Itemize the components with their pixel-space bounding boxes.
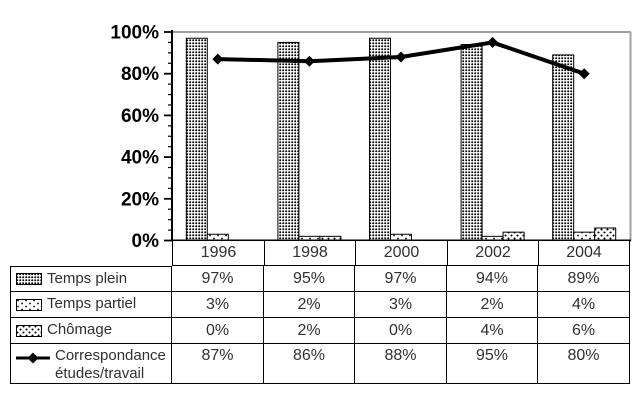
value-cell: 2% xyxy=(264,318,355,344)
year-header-2000: 2000 xyxy=(355,241,447,266)
value-cell: 88% xyxy=(355,344,447,384)
value-cell: 0% xyxy=(355,318,447,344)
bars-layer xyxy=(185,37,617,242)
value-cell: 4% xyxy=(538,292,630,318)
dense-dots-swatch xyxy=(16,273,42,285)
diamond-marker xyxy=(212,53,224,65)
line-diamond-icon xyxy=(16,352,50,364)
line-series-layer xyxy=(212,36,590,80)
legend-item-correspondance: Correspondance études/travail xyxy=(10,344,172,384)
diamond-marker xyxy=(395,51,407,63)
value-cell: 95% xyxy=(264,266,355,292)
legend-item-temps-partiel: Temps partiel xyxy=(10,292,172,318)
bar xyxy=(277,41,300,241)
diamond-marker xyxy=(487,36,499,48)
value-cell: 86% xyxy=(264,344,355,384)
y-tick-label: 40% xyxy=(121,148,159,169)
y-tick-label: 0% xyxy=(132,231,160,252)
y-tick-label: 20% xyxy=(121,189,159,210)
value-cell: 3% xyxy=(355,292,447,318)
legend-label: Temps plein xyxy=(47,269,128,287)
value-cell: 0% xyxy=(172,318,264,344)
value-cell: 97% xyxy=(355,266,447,292)
bar xyxy=(460,44,483,242)
legend-label: Correspondance études/travail xyxy=(55,347,166,383)
year-header-1996: 1996 xyxy=(172,241,264,266)
bar xyxy=(502,231,525,242)
chart-data-table: 1996 1998 2000 2002 2004 Temps plein 97%… xyxy=(10,241,630,384)
year-header-2004: 2004 xyxy=(538,241,630,266)
y-tick-label: 100% xyxy=(110,23,159,44)
legend-item-chomage: Chômage xyxy=(10,318,172,344)
value-cell: 95% xyxy=(447,344,538,384)
bar xyxy=(185,37,208,241)
value-cell: 4% xyxy=(447,318,538,344)
year-header-2002: 2002 xyxy=(447,241,538,266)
year-header-1998: 1998 xyxy=(264,241,355,266)
diamond-marker xyxy=(303,55,315,67)
bar xyxy=(594,227,617,242)
legend-label: Chômage xyxy=(47,321,113,339)
value-cell: 97% xyxy=(172,266,264,292)
value-cell: 94% xyxy=(447,266,538,292)
legend-item-temps-plein: Temps plein xyxy=(10,266,172,292)
bar xyxy=(552,54,575,242)
value-cell: 89% xyxy=(538,266,630,292)
bar xyxy=(573,231,596,242)
plot-border xyxy=(172,31,632,241)
y-tick-label: 60% xyxy=(121,106,159,127)
value-cell: 2% xyxy=(447,292,538,318)
axis-layer: 0% 20% 40% 60% 80% 100% xyxy=(110,23,631,252)
diamond-marker xyxy=(578,68,590,80)
value-cell: 6% xyxy=(538,318,630,344)
table-corner-blank xyxy=(10,241,172,266)
bar xyxy=(369,37,391,241)
legend-label: Temps partiel xyxy=(47,295,137,313)
value-cell: 3% xyxy=(172,292,264,318)
sparse-dots-swatch xyxy=(16,298,42,311)
y-tick-label: 80% xyxy=(121,64,159,85)
value-cell: 2% xyxy=(264,292,355,318)
value-cell: 80% xyxy=(538,344,630,384)
value-cell: 87% xyxy=(172,344,264,384)
diagonal-dots-swatch xyxy=(16,324,42,337)
